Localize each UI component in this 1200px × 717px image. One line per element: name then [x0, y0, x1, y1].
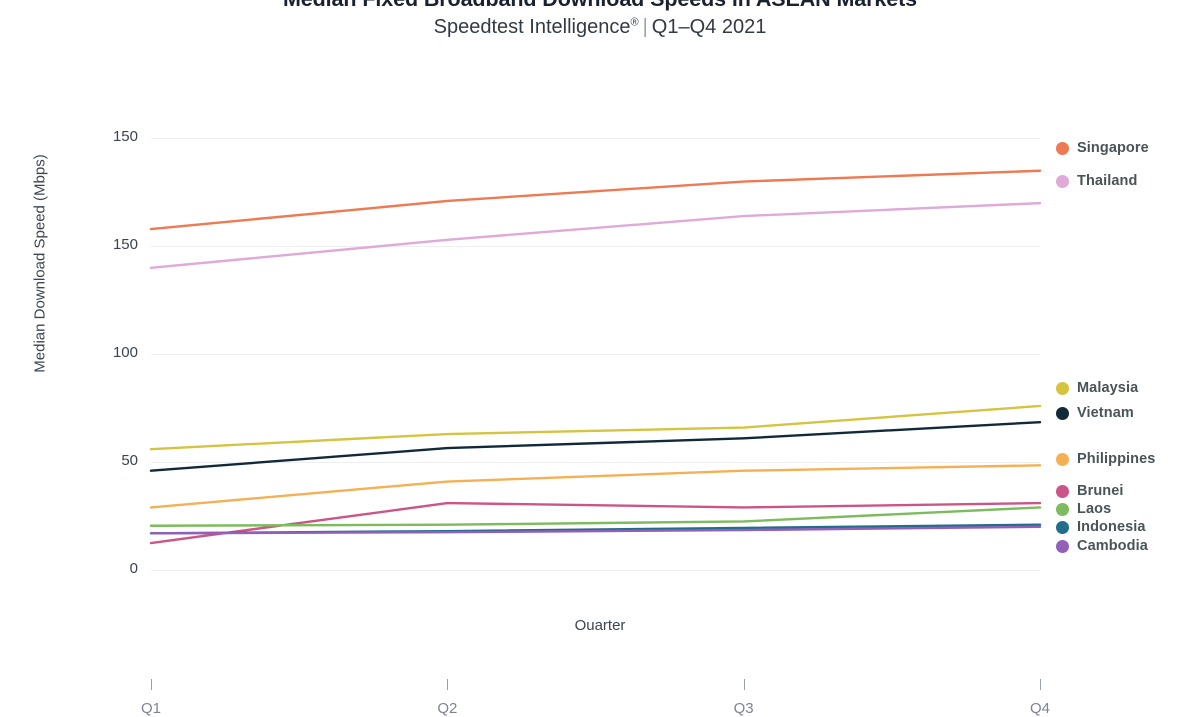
series-line-singapore: [149, 169, 1042, 231]
registered-mark: ®: [630, 16, 639, 29]
y-axis-title: Median Download Speed (Mbps): [31, 154, 49, 373]
series-line-philippines: [149, 464, 1042, 509]
legend-item-label: Thailand: [1077, 173, 1138, 189]
x-axis-tick-label: Q3: [733, 700, 754, 717]
x-axis-tick-label: Q4: [1029, 700, 1050, 717]
gridline: [151, 462, 1040, 464]
legend-swatch-icon: [1056, 502, 1069, 516]
gridline: [151, 570, 1040, 571]
plot-area: Q1 Q2 Q3 Q4: [141, 106, 1050, 717]
legend-item-laos[interactable]: Laos: [1056, 500, 1111, 518]
legend-item-label: Vietnam: [1077, 405, 1134, 421]
x-axis-title: Quarter: [574, 617, 626, 630]
chart-subtitle: Speedtest Intelligence® | Q1–Q4 2021: [0, 12, 1200, 42]
series-line-brunei: [149, 501, 1042, 545]
series-line-vietnam: [149, 420, 1042, 472]
x-axis-tick-label: Q2: [437, 700, 458, 717]
legend: Singapore Thailand Malaysia Vietnam Philippi…: [1056, 0, 1200, 630]
series-line-cambodia: [149, 525, 1042, 535]
legend-swatch-icon: [1056, 381, 1069, 395]
x-axis-tick: [151, 679, 152, 690]
legend-item-vietnam[interactable]: Vietnam: [1056, 404, 1134, 422]
y-axis-tick-label: 100: [112, 344, 138, 362]
legend-swatch-icon: [1056, 520, 1069, 534]
series-line-thailand: [149, 201, 1042, 270]
legend-item-label: Laos: [1077, 501, 1112, 517]
y-axis-tick-label: 50: [121, 452, 138, 470]
chart-title: Median Fixed Broadband Download Speeds i…: [0, 0, 1200, 12]
title-block: Median Fixed Broadband Download Speeds i…: [0, 0, 1200, 42]
legend-swatch-icon: [1056, 452, 1069, 466]
x-axis-tick: [1040, 679, 1041, 690]
legend-swatch-icon: [1056, 141, 1069, 155]
legend-item-label: Singapore: [1077, 140, 1149, 156]
y-axis-tick-label: 150: [112, 236, 138, 254]
series-lines: [149, 169, 1042, 545]
gridline: [151, 138, 1040, 140]
legend-item-cambodia[interactable]: Cambodia: [1056, 537, 1148, 555]
legend-item-malaysia[interactable]: Malaysia: [1056, 379, 1138, 397]
legend-item-label: Indonesia: [1077, 519, 1146, 535]
legend-item-label: Cambodia: [1077, 538, 1148, 554]
legend-item-thailand[interactable]: Thailand: [1056, 172, 1137, 190]
legend-item-label: Malaysia: [1077, 380, 1139, 396]
legend-item-philippines[interactable]: Philippines: [1056, 450, 1155, 468]
legend-swatch-icon: [1056, 174, 1069, 188]
subtitle-period: Q1–Q4 2021: [651, 16, 767, 38]
legend-item-brunei[interactable]: Brunei: [1056, 482, 1124, 500]
series-line-malaysia: [149, 404, 1042, 451]
legend-swatch-icon: [1056, 484, 1069, 498]
x-axis-tick: [447, 679, 449, 690]
legend-item-indonesia[interactable]: Indonesia: [1056, 518, 1146, 536]
legend-item-label: Brunei: [1077, 483, 1124, 499]
y-axis-tick-label: 150: [112, 128, 138, 146]
gridline: [151, 354, 1040, 356]
legend-item-label: Philippines: [1077, 451, 1156, 467]
x-axis-tick: [743, 679, 745, 690]
y-axis-tick-label: 0: [129, 560, 138, 577]
legend-swatch-icon: [1056, 539, 1069, 553]
x-axis-tick-label: Q1: [140, 700, 161, 717]
legend-item-singapore[interactable]: Singapore: [1056, 139, 1149, 157]
series-line-laos: [149, 506, 1042, 527]
gridline: [151, 246, 1040, 248]
subtitle-separator: |: [642, 16, 648, 38]
subtitle-source: Speedtest Intelligence: [433, 16, 631, 38]
legend-swatch-icon: [1056, 406, 1069, 420]
